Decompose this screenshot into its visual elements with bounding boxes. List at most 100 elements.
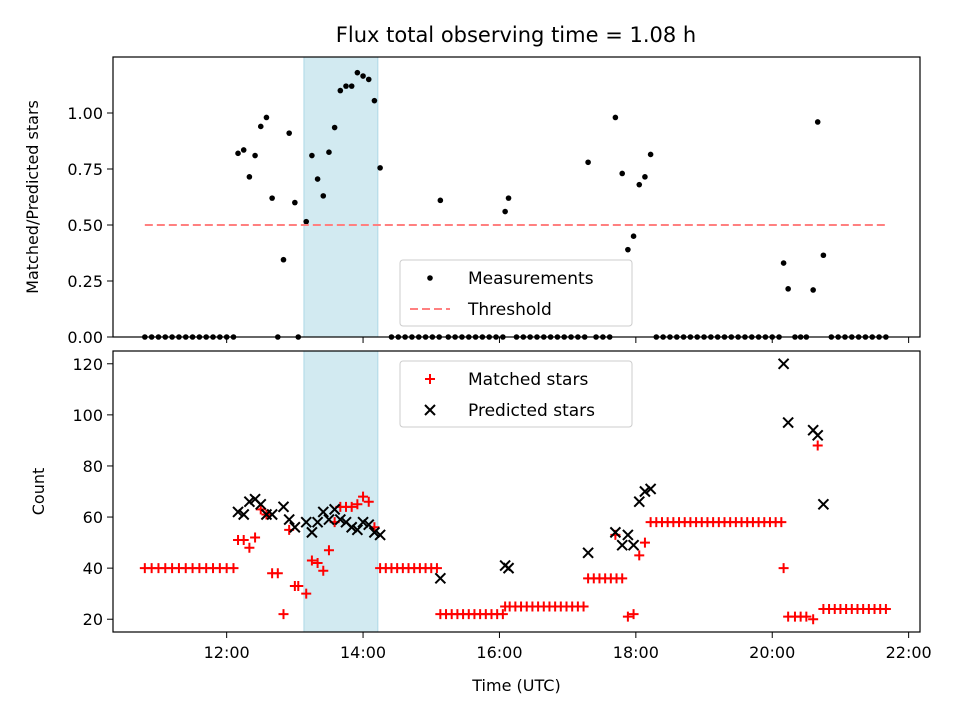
measurement-point [354, 69, 361, 76]
measurement-point [502, 208, 508, 215]
observing-span [303, 350, 379, 633]
x-tick-label: 16:00 [476, 643, 522, 662]
y-tick-label: 20 [83, 610, 103, 629]
legend-marker-dot [427, 275, 433, 281]
count-axes-frame [112, 350, 921, 633]
predicted-point [289, 521, 301, 533]
ratio-panel: 0.00 0.25 0.50 0.75 1.00 Matched/Predicted st… [23, 56, 921, 347]
matched-point [776, 517, 787, 528]
measurement-point [814, 119, 821, 125]
predicted-point [633, 496, 645, 508]
x-tick-label: 20:00 [749, 643, 795, 662]
measurement-point [331, 124, 338, 131]
y-tick-label: 0.75 [67, 160, 103, 179]
legend-marker-x [424, 404, 436, 416]
measurement-point [269, 195, 275, 201]
predicted-point [374, 529, 386, 541]
predicted-point [616, 539, 628, 551]
matched-point [628, 609, 639, 620]
matched-point [318, 565, 329, 576]
predicted-point [627, 539, 640, 551]
matched-point [880, 604, 891, 615]
x-tick-label: 22:00 [886, 643, 932, 662]
measurement-point [252, 152, 258, 159]
predicted-point [317, 506, 329, 518]
predicted-point [777, 358, 790, 370]
measurement-point [348, 83, 355, 89]
matched-point [358, 491, 369, 502]
predicted-point [334, 513, 347, 526]
predicted-point [363, 519, 375, 531]
matched-point [346, 501, 357, 512]
predicted-point [306, 526, 318, 539]
measurement-point [263, 114, 270, 121]
y-tick-label: 40 [83, 559, 103, 578]
matched-point [363, 496, 374, 507]
measurement-point [292, 199, 298, 206]
observing-span [303, 56, 379, 338]
measurement-point [630, 233, 637, 239]
ratio-y-axis-label: Matched/Predicted stars [23, 100, 42, 294]
measurement-point [235, 150, 241, 157]
predicted-point [644, 483, 657, 495]
measurement-point [343, 83, 349, 89]
legend-label: Matched stars [468, 370, 588, 390]
measurement-point [437, 197, 444, 204]
matched-point [250, 532, 261, 543]
measurement-point [246, 174, 253, 180]
series-matched-stars [139, 440, 891, 625]
y-tick-label: 0.25 [67, 272, 103, 291]
measurement-point [810, 287, 816, 293]
measurement-point [326, 149, 332, 155]
predicted-point [311, 516, 324, 528]
matched-point [301, 588, 312, 599]
measurement-point [280, 256, 287, 263]
measurement-point [337, 87, 344, 94]
measurement-point [365, 76, 372, 83]
predicted-point [811, 429, 824, 442]
predicted-point [232, 506, 244, 518]
measurement-point [371, 97, 378, 104]
matched-point [306, 555, 317, 566]
measurement-point [320, 193, 327, 199]
measurement-point [314, 176, 321, 182]
predicted-point [434, 572, 447, 585]
measurement-point [785, 286, 791, 292]
predicted-point [255, 498, 267, 510]
predicted-point [782, 416, 794, 429]
predicted-point [283, 513, 295, 526]
measurement-point [612, 114, 619, 121]
legend-marker-plus [425, 374, 435, 384]
measurement-point [820, 252, 827, 259]
matched-point [808, 614, 819, 625]
measurement-point [286, 130, 292, 136]
predicted-point [323, 513, 335, 526]
figure-title: Flux total observing time = 1.08 h [336, 23, 696, 47]
matched-point [323, 545, 334, 556]
x-axis-label: Time (UTC) [471, 676, 560, 695]
count-legend: Matched stars Predicted stars [399, 360, 633, 428]
predicted-point [266, 508, 278, 521]
count-panel: 20 40 60 80 100 120 12:00 14:00 16:00 18:00 20:00 2… [29, 350, 932, 695]
matched-point [778, 563, 789, 574]
predicted-point [609, 526, 622, 539]
x-tick-label: 18:00 [613, 643, 659, 662]
measurement-point [377, 165, 383, 171]
matched-point [634, 550, 645, 561]
matched-point [352, 499, 363, 510]
matched-point [255, 504, 266, 515]
matched-point [497, 609, 508, 620]
measurement-point [625, 246, 631, 253]
y-tick-label: 100 [72, 406, 103, 425]
matched-point [622, 611, 633, 622]
y-tick-label: 80 [83, 457, 103, 476]
predicted-point [817, 498, 830, 510]
matched-point [431, 563, 442, 574]
measurement-point [619, 170, 626, 177]
predicted-point [345, 521, 358, 533]
measurement-point [360, 73, 366, 79]
predicted-point [238, 508, 250, 521]
y-tick-label: 60 [83, 508, 103, 527]
measurement-point [585, 159, 591, 166]
